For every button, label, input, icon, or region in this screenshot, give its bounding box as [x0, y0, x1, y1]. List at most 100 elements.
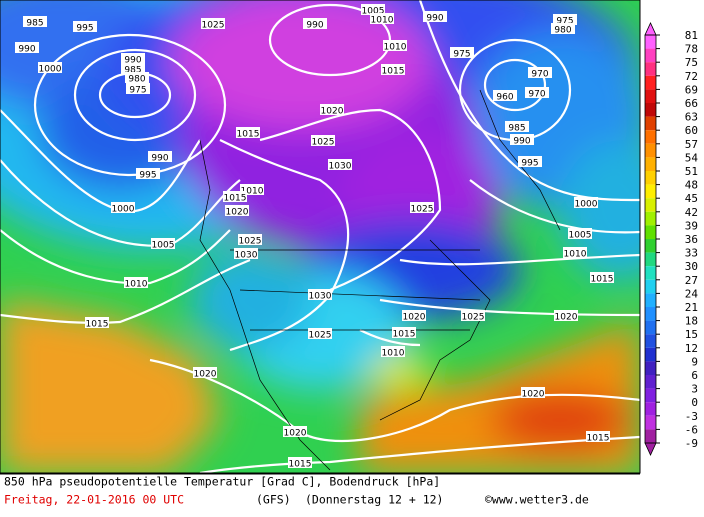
colorbar-tick-label: 54 [685, 151, 699, 164]
isobar-label: 1020 [555, 313, 578, 323]
colorbar-tick-label: 45 [685, 192, 698, 205]
colorbar-tick-label: -9 [685, 437, 698, 450]
isobar-label: 995 [76, 24, 93, 34]
isobar-label: 995 [521, 159, 538, 169]
colorbar-band [645, 320, 656, 335]
colorbar-band [645, 415, 656, 430]
colorbar-tick-label: 12 [685, 342, 698, 355]
isobar-label-bg [308, 289, 332, 300]
isobar-label: 1025 [411, 205, 434, 215]
colorbar-band [645, 375, 656, 389]
colorbar-band [645, 252, 656, 267]
colorbar-tick-label: 9 [691, 355, 698, 368]
isobar-label-bg [518, 156, 542, 167]
isobar-label-bg [553, 14, 577, 25]
isobar-label-bg [303, 18, 327, 29]
colorbar-tick-label: 39 [685, 219, 698, 232]
isobar-label: 995 [139, 171, 156, 181]
isobar-label: 1015 [289, 460, 312, 470]
colorbar-band [645, 293, 656, 307]
colorbar-tick-label: 24 [685, 287, 699, 300]
colorbar-arrow-bottom [644, 442, 657, 456]
isobar-label-bg [308, 328, 332, 339]
colorbar-band [645, 143, 656, 158]
colorbar-tick-label: 36 [685, 233, 698, 246]
isobar-label-bg [410, 202, 434, 213]
isobar-label-bg [136, 168, 160, 179]
isobar-label-bg [568, 228, 592, 239]
isobar-label: 1000 [575, 200, 598, 210]
colorbar-band [645, 429, 656, 443]
isobar-label-bg [551, 23, 575, 34]
isobar-label-bg [320, 104, 344, 115]
colorbar-band [645, 116, 656, 131]
isobar-label-bg [521, 387, 545, 398]
isobar-label-bg [590, 272, 614, 283]
map-frame [0, 0, 641, 474]
isobar-label-bg [361, 4, 385, 15]
colorbar-band [645, 279, 656, 294]
colorbar-band [645, 184, 656, 199]
isobar-label: 990 [124, 56, 141, 66]
isobar-label-bg [554, 310, 578, 321]
colorbar-band [645, 334, 656, 348]
isobar-label: 990 [306, 21, 323, 31]
isobar-label-bg [240, 184, 264, 195]
isobar-label: 1000 [112, 205, 135, 215]
isobar-label: 1025 [309, 331, 332, 341]
colorbar-band [645, 130, 656, 144]
colorbar-band [645, 89, 656, 103]
colorbar-tick-label: 6 [691, 369, 698, 382]
isobar-label: 980 [128, 75, 145, 85]
colorbar-band [645, 211, 656, 226]
isobar-label: 1025 [462, 313, 485, 323]
colorbar-band [645, 198, 656, 212]
caption-title: 850 hPa pseudopotentielle Temperatur [Gr… [4, 475, 440, 489]
isobar-label-bg [505, 121, 529, 132]
isobar-label: 960 [496, 93, 513, 103]
isobar-label: 1005 [362, 7, 385, 17]
colorbar-band [645, 48, 656, 63]
colorbar-band [645, 388, 656, 403]
isobar-label-bg [148, 151, 172, 162]
colorbar-tick-label: 60 [685, 124, 698, 137]
isobar-label-bg [126, 83, 150, 94]
isobar-label-bg [38, 62, 62, 73]
colorbar-tick-label: 69 [685, 83, 698, 96]
isobar-label: 990 [426, 14, 443, 24]
isobar-label-bg [111, 202, 135, 213]
isobar-label: 975 [556, 17, 573, 27]
colorbar-band [645, 239, 656, 253]
colorbar-tick-label: 0 [691, 396, 698, 409]
isobar-label-bg [193, 367, 217, 378]
isobar-label: 980 [554, 26, 571, 36]
colorbar-band [645, 62, 656, 76]
colorbar: 8178757269666360575451484542393633302724… [644, 22, 699, 456]
colorbar-tick-label: -3 [685, 410, 698, 423]
colorbar-band [645, 75, 656, 90]
isobar-label-bg [124, 277, 148, 288]
colorbar-tick-label: 48 [685, 179, 698, 192]
isobar-label: 1015 [237, 130, 260, 140]
isobar-label-bg [15, 42, 39, 53]
colorbar-band [645, 307, 656, 321]
colorbar-tick-label: 57 [685, 138, 698, 151]
isobar-label: 1005 [569, 231, 592, 241]
colorbar-band [645, 402, 656, 416]
isobar-label-bg [392, 327, 416, 338]
isobar-label: 970 [528, 90, 545, 100]
isobar-label-bg [450, 47, 474, 58]
isobar-label: 1030 [309, 292, 332, 302]
isobar-label-bg [402, 310, 426, 321]
isobar-label: 970 [531, 70, 548, 80]
isobar-label: 985 [26, 19, 43, 29]
isobar-label-bg [225, 205, 249, 216]
caption-copyright: ©www.wetter3.de [485, 493, 589, 507]
isobar-label-bg [383, 40, 407, 51]
isobar-label: 1015 [587, 434, 610, 444]
isobar-label-bg [238, 234, 262, 245]
isobar-label-bg [461, 310, 485, 321]
isobar-label: 990 [18, 45, 35, 55]
